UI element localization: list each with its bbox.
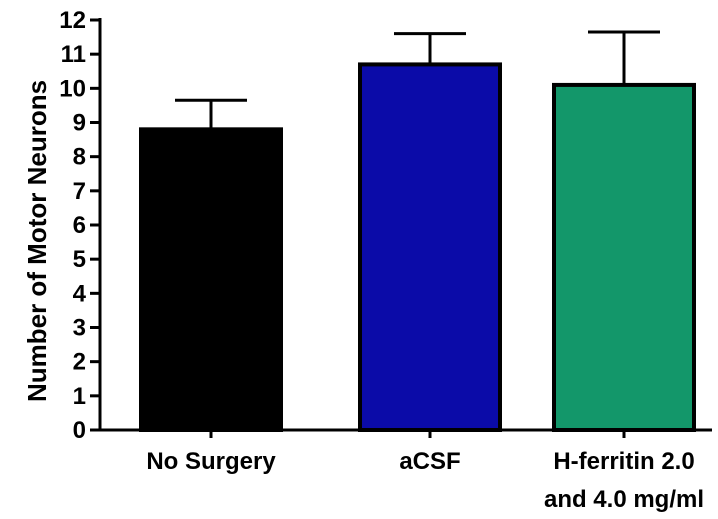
- y-tick-label: 10: [59, 75, 86, 102]
- y-tick-label: 9: [73, 110, 86, 137]
- bar: [552, 82, 696, 433]
- x-tick-label: No Surgery: [146, 448, 276, 475]
- bar: [358, 62, 502, 433]
- y-tick-label: 3: [73, 315, 86, 342]
- y-tick-label: 6: [73, 212, 86, 239]
- y-tick-label: 0: [73, 417, 86, 444]
- y-tick-label: 7: [73, 178, 86, 205]
- y-tick-label: 2: [73, 349, 86, 376]
- x-tick-label: aCSF: [399, 448, 460, 475]
- y-tick-label: 8: [73, 144, 86, 171]
- x-tick-label: H-ferritin 2.0: [553, 448, 694, 475]
- y-tick-label: 5: [73, 246, 86, 273]
- y-tick-label: 1: [73, 383, 86, 410]
- bar: [139, 127, 283, 432]
- y-axis-label: Number of Motor Neurons: [22, 80, 52, 402]
- axes: [98, 18, 712, 432]
- error-bars: [175, 30, 660, 130]
- y-tick-label: 11: [61, 41, 86, 68]
- y-tick-label: 4: [73, 280, 87, 307]
- x-axis-ticks: No Surgery aCSF H-ferritin 2.0 and 4.0 mg/m…: [146, 430, 704, 513]
- y-tick-label: 12: [59, 7, 86, 34]
- x-tick-label: and 4.0 mg/ml: [544, 486, 704, 513]
- bars: [139, 62, 696, 433]
